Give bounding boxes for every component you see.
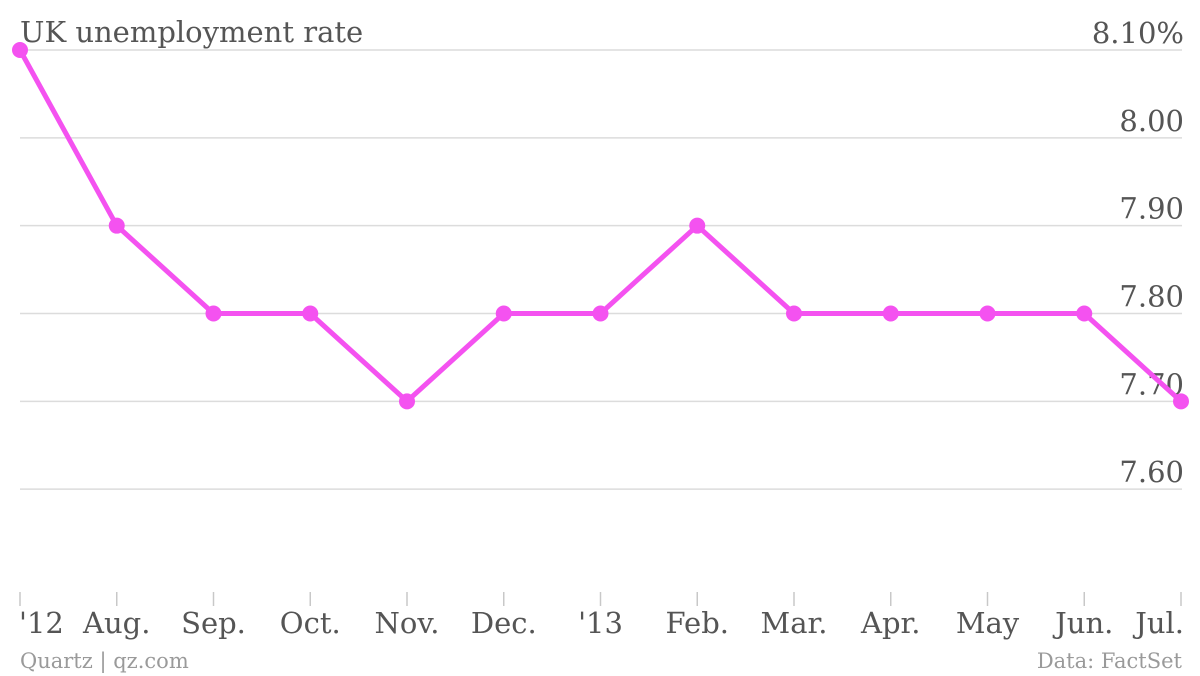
data-point [205,305,222,322]
source-credit: Quartz | qz.com [20,649,189,674]
series-unemployment [12,42,1189,410]
y-tick-label: 7.90 [1119,192,1184,226]
x-axis-ticks: '12 Aug. Sep. Oct. Nov. Dec. '13 Feb. Mar. Apr. Ma… [19,592,1184,640]
data-point [108,217,125,234]
x-tick-label: Feb. [666,606,729,640]
x-tick-label: Jun. [1052,606,1113,640]
x-tick-label: Oct. [280,606,341,640]
data-point [1173,393,1189,410]
data-source: Data: FactSet [1037,649,1183,673]
x-tick-label: Nov. [375,606,440,640]
x-tick-label: Dec. [471,606,537,640]
data-point [979,305,996,322]
data-point [592,305,609,322]
data-point [1076,305,1093,322]
data-point [399,393,415,410]
y-tick-label: 7.80 [1119,280,1184,314]
x-tick-label: May [956,606,1020,640]
data-point [302,305,319,322]
data-point [495,305,512,322]
data-point [786,305,802,322]
x-tick-label: Aug. [82,606,150,640]
y-axis-labels: 8.10%8.007.907.807.707.60 [1092,16,1184,489]
gridlines [20,49,1182,490]
x-tick-label: Apr. [860,606,920,640]
data-point [689,217,706,234]
y-tick-label: 8.10% [1092,16,1184,50]
y-tick-label: 8.00 [1119,104,1184,138]
x-tick-label: Sep. [181,606,246,640]
data-point [882,305,899,322]
data-point [12,42,28,58]
x-tick-label: Jul. [1132,606,1184,640]
x-tick-label: '13 [578,606,623,640]
y-tick-label: 7.60 [1119,455,1184,489]
x-tick-label: '12 [19,606,64,640]
x-tick-label: Mar. [761,606,828,640]
chart-title: UK unemployment rate [20,15,363,49]
